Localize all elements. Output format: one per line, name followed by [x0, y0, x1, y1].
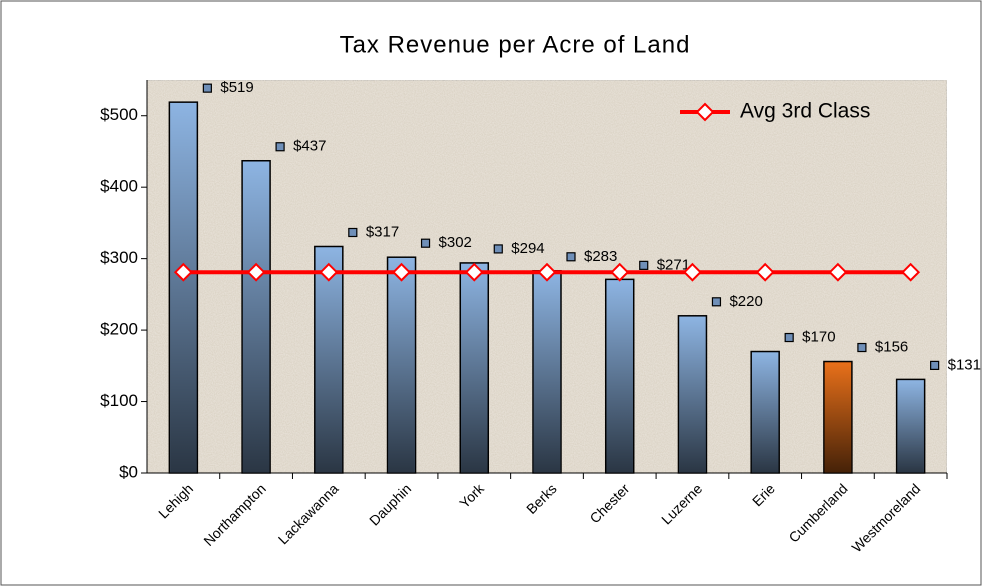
label-key: [711, 297, 722, 307]
data-label: $220: [729, 293, 762, 310]
label-key: [857, 342, 867, 353]
line-marker: [173, 262, 193, 282]
label-key: [275, 142, 285, 152]
line-marker: [319, 262, 339, 282]
y-tick-label: $200: [100, 320, 138, 339]
line-marker: [392, 262, 411, 282]
bar-shade: [388, 257, 415, 473]
data-label: $519: [220, 79, 253, 96]
bar-shade: [533, 271, 561, 473]
data-label: $283: [584, 248, 617, 265]
data-label: $271: [657, 256, 690, 273]
legend-label: Avg 3rd Class: [740, 100, 870, 123]
label-key: [566, 252, 576, 262]
data-label: $302: [439, 234, 472, 251]
line-marker: [901, 262, 921, 282]
y-tick-label: $400: [100, 177, 138, 196]
y-tick-label: $300: [100, 248, 138, 267]
data-label: $437: [293, 138, 326, 155]
data-label: $294: [511, 240, 544, 257]
y-tick-label: $100: [100, 391, 138, 410]
label-key: [930, 360, 940, 370]
bar-shade: [897, 380, 924, 473]
bar-shade: [461, 263, 488, 473]
line-marker: [464, 262, 484, 282]
bar-shade: [315, 247, 343, 473]
data-label: $156: [875, 338, 908, 355]
line-marker: [828, 262, 848, 282]
bar-shade: [751, 352, 779, 473]
line-marker: [683, 262, 702, 282]
line-marker: [537, 262, 557, 282]
label-key: [493, 244, 503, 254]
bar-shade: [606, 280, 633, 473]
bar-shade: [679, 316, 706, 473]
label-key: [348, 227, 358, 238]
y-tick-label: $0: [119, 462, 138, 481]
label-key: [202, 83, 212, 93]
data-label: $131: [948, 356, 981, 373]
bar-shade: [170, 102, 197, 473]
label-key: [420, 238, 431, 248]
line-marker: [610, 262, 630, 282]
line-marker: [755, 262, 775, 282]
bar-shade: [242, 161, 270, 473]
chart-title: Tax Revenue per Acre of Land: [340, 31, 691, 58]
line-marker: [246, 262, 266, 282]
y-tick-label: $500: [100, 105, 138, 124]
data-label: $317: [366, 223, 399, 240]
data-label: $170: [802, 328, 835, 345]
bar-shade: [824, 362, 852, 473]
legend-marker: [695, 102, 715, 122]
label-key: [784, 332, 794, 343]
label-key: [639, 260, 649, 270]
